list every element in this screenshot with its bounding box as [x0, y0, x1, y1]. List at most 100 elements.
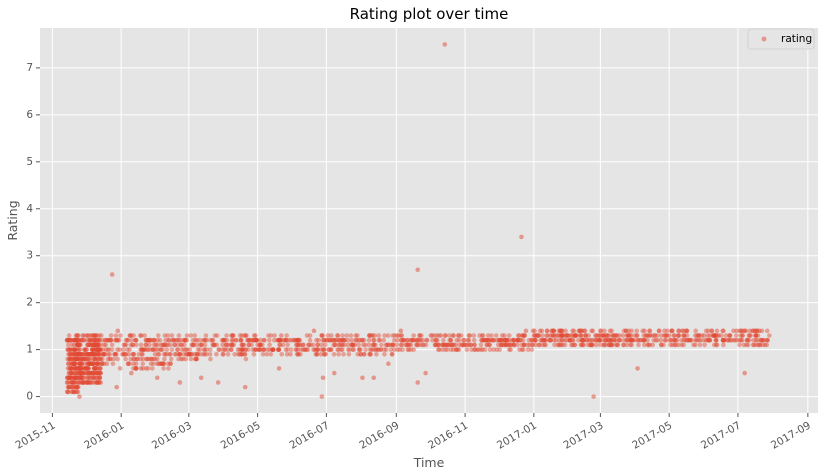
data-point — [93, 366, 98, 371]
data-point — [515, 337, 520, 343]
data-point — [647, 333, 653, 338]
data-point — [349, 342, 355, 348]
data-point — [88, 380, 94, 385]
data-point — [258, 347, 263, 352]
data-point — [88, 370, 94, 376]
data-point — [94, 361, 100, 367]
data-point — [515, 337, 520, 343]
data-point — [168, 356, 174, 362]
data-point — [114, 337, 120, 343]
data-point — [445, 342, 450, 348]
data-point — [432, 342, 438, 348]
data-point — [626, 337, 631, 343]
data-point — [165, 342, 171, 348]
data-point — [314, 352, 320, 357]
data-point — [287, 337, 292, 343]
data-point — [458, 333, 464, 338]
data-point — [625, 333, 631, 338]
data-point — [66, 380, 72, 385]
data-point — [511, 337, 517, 343]
data-point — [679, 328, 685, 334]
data-point — [313, 347, 319, 352]
data-point — [368, 352, 373, 357]
data-point — [251, 333, 257, 338]
data-point — [285, 342, 290, 348]
data-point — [90, 347, 95, 352]
data-point — [662, 328, 667, 334]
data-point — [398, 342, 404, 348]
data-point — [76, 370, 82, 376]
data-point — [720, 337, 726, 343]
data-point — [407, 342, 412, 348]
data-point — [335, 333, 341, 338]
data-point — [131, 356, 136, 362]
data-point — [495, 342, 501, 348]
data-point — [572, 333, 578, 338]
data-point — [278, 333, 284, 338]
data-point — [95, 370, 101, 376]
data-point — [367, 333, 372, 338]
data-point — [85, 366, 91, 371]
data-point — [77, 375, 83, 381]
data-point — [237, 347, 242, 352]
data-point — [128, 342, 134, 348]
data-point — [185, 352, 190, 357]
data-point — [275, 337, 281, 343]
data-point — [382, 347, 387, 352]
data-point — [390, 342, 396, 348]
data-point — [248, 337, 254, 343]
data-point — [404, 342, 410, 348]
data-point — [750, 328, 756, 334]
data-point — [498, 342, 504, 348]
data-point — [65, 389, 71, 395]
data-point — [99, 361, 104, 367]
data-point — [65, 380, 70, 385]
data-point — [184, 347, 190, 352]
data-point — [69, 366, 74, 371]
data-point — [729, 337, 734, 343]
data-point — [392, 347, 397, 352]
data-point — [105, 356, 111, 362]
data-point — [149, 356, 154, 362]
y-tick-label: 0 — [26, 391, 33, 403]
data-point — [75, 352, 81, 357]
data-point — [67, 375, 73, 381]
data-point — [381, 337, 386, 343]
data-point — [440, 342, 445, 348]
data-point — [80, 352, 86, 357]
data-point — [433, 337, 438, 343]
data-point — [143, 342, 148, 348]
data-point — [96, 380, 102, 385]
data-point — [87, 361, 93, 367]
data-point — [127, 347, 132, 352]
data-point — [376, 337, 382, 343]
data-point — [245, 337, 250, 343]
data-point — [202, 352, 207, 357]
data-point — [94, 347, 99, 352]
data-point — [411, 337, 416, 343]
data-point — [258, 342, 263, 348]
data-point — [201, 337, 207, 343]
data-point — [131, 352, 137, 357]
data-point — [75, 366, 80, 371]
data-point — [527, 342, 532, 348]
data-point — [123, 337, 129, 343]
data-point — [755, 342, 761, 348]
data-point — [721, 342, 726, 348]
data-point — [138, 356, 143, 362]
data-point — [242, 333, 248, 338]
data-point — [670, 342, 675, 348]
data-point — [72, 375, 78, 381]
data-point — [147, 337, 153, 343]
data-point — [326, 337, 332, 343]
data-point — [640, 328, 645, 334]
data-point — [253, 333, 258, 338]
data-point — [576, 328, 582, 334]
data-point — [476, 347, 481, 352]
data-point — [727, 333, 733, 338]
data-point — [703, 328, 709, 334]
data-point — [544, 328, 550, 334]
data-point — [330, 337, 336, 343]
data-point — [643, 333, 649, 338]
data-point — [609, 328, 615, 334]
